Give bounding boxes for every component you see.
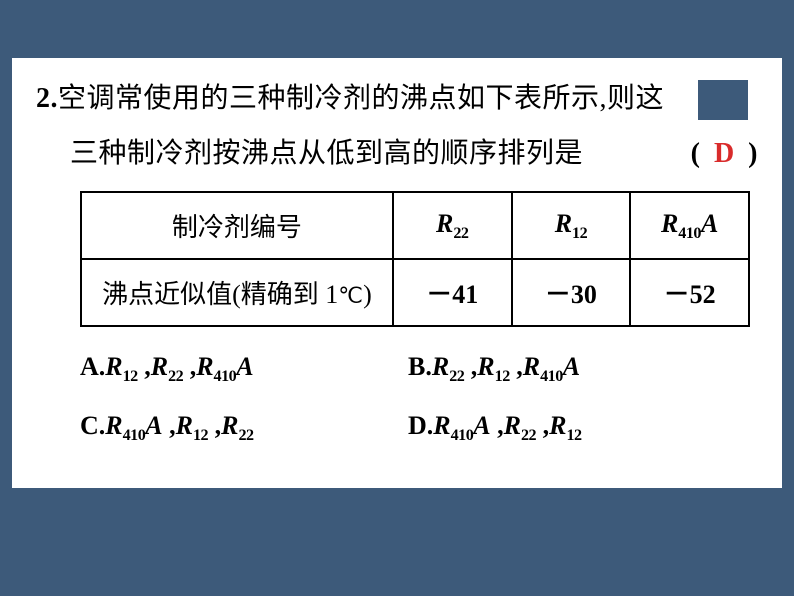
option-c: C.R410A ,R12 ,R22 [80, 400, 408, 452]
col-name-0: R22 [393, 192, 512, 259]
question-line-1: 2.空调常使用的三种制冷剂的沸点如下表所示,则这 [36, 72, 758, 127]
table-row-label: 沸点近似值(精确到 1℃) [81, 259, 393, 326]
col-name-1: R12 [512, 192, 631, 259]
answer-paren: ( D ) [691, 127, 758, 182]
table-row: 制冷剂编号 R22 R12 R410A [81, 192, 749, 259]
options-row-2: C.R410A ,R12 ,R22 D.R410A ,R22 ,R12 [36, 400, 758, 452]
question-number: 2. [36, 83, 58, 114]
question-text-2: 三种制冷剂按沸点从低到高的顺序排列是 [70, 127, 583, 182]
question-line-2: 三种制冷剂按沸点从低到高的顺序排列是 ( D ) [36, 127, 758, 182]
data-table: 制冷剂编号 R22 R12 R410A 沸点近似值(精确到 1℃) －41 －3… [80, 191, 750, 327]
col-val-2: －52 [630, 259, 749, 326]
option-d: D.R410A ,R22 ,R12 [408, 400, 736, 452]
option-a: A.R12 ,R22 ,R410A [80, 341, 408, 393]
answer-letter: D [708, 138, 741, 169]
table-row: 沸点近似值(精确到 1℃) －41 －30 －52 [81, 259, 749, 326]
col-name-2: R410A [630, 192, 749, 259]
question-content: 2.空调常使用的三种制冷剂的沸点如下表所示,则这 三种制冷剂按沸点从低到高的顺序… [12, 58, 782, 488]
option-b: B.R22 ,R12 ,R410A [408, 341, 736, 393]
options-row-1: A.R12 ,R22 ,R410A B.R22 ,R12 ,R410A [36, 341, 758, 393]
paren-close: ) [748, 138, 758, 169]
col-val-0: －41 [393, 259, 512, 326]
question-text-1: 空调常使用的三种制冷剂的沸点如下表所示,则这 [58, 83, 664, 114]
highlight-box [698, 80, 748, 120]
table-header-label: 制冷剂编号 [81, 192, 393, 259]
col-val-1: －30 [512, 259, 631, 326]
paren-open: ( [691, 138, 701, 169]
